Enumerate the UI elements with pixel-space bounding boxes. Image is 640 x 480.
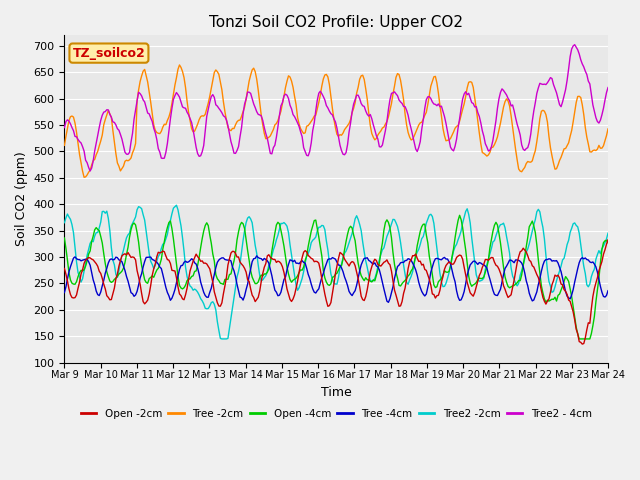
Title: Tonzi Soil CO2 Profile: Upper CO2: Tonzi Soil CO2 Profile: Upper CO2 bbox=[209, 15, 463, 30]
X-axis label: Time: Time bbox=[321, 386, 351, 399]
Text: TZ_soilco2: TZ_soilco2 bbox=[72, 47, 145, 60]
Legend: Open -2cm, Tree -2cm, Open -4cm, Tree -4cm, Tree2 -2cm, Tree2 - 4cm: Open -2cm, Tree -2cm, Open -4cm, Tree -4… bbox=[77, 405, 596, 423]
Y-axis label: Soil CO2 (ppm): Soil CO2 (ppm) bbox=[15, 152, 28, 246]
